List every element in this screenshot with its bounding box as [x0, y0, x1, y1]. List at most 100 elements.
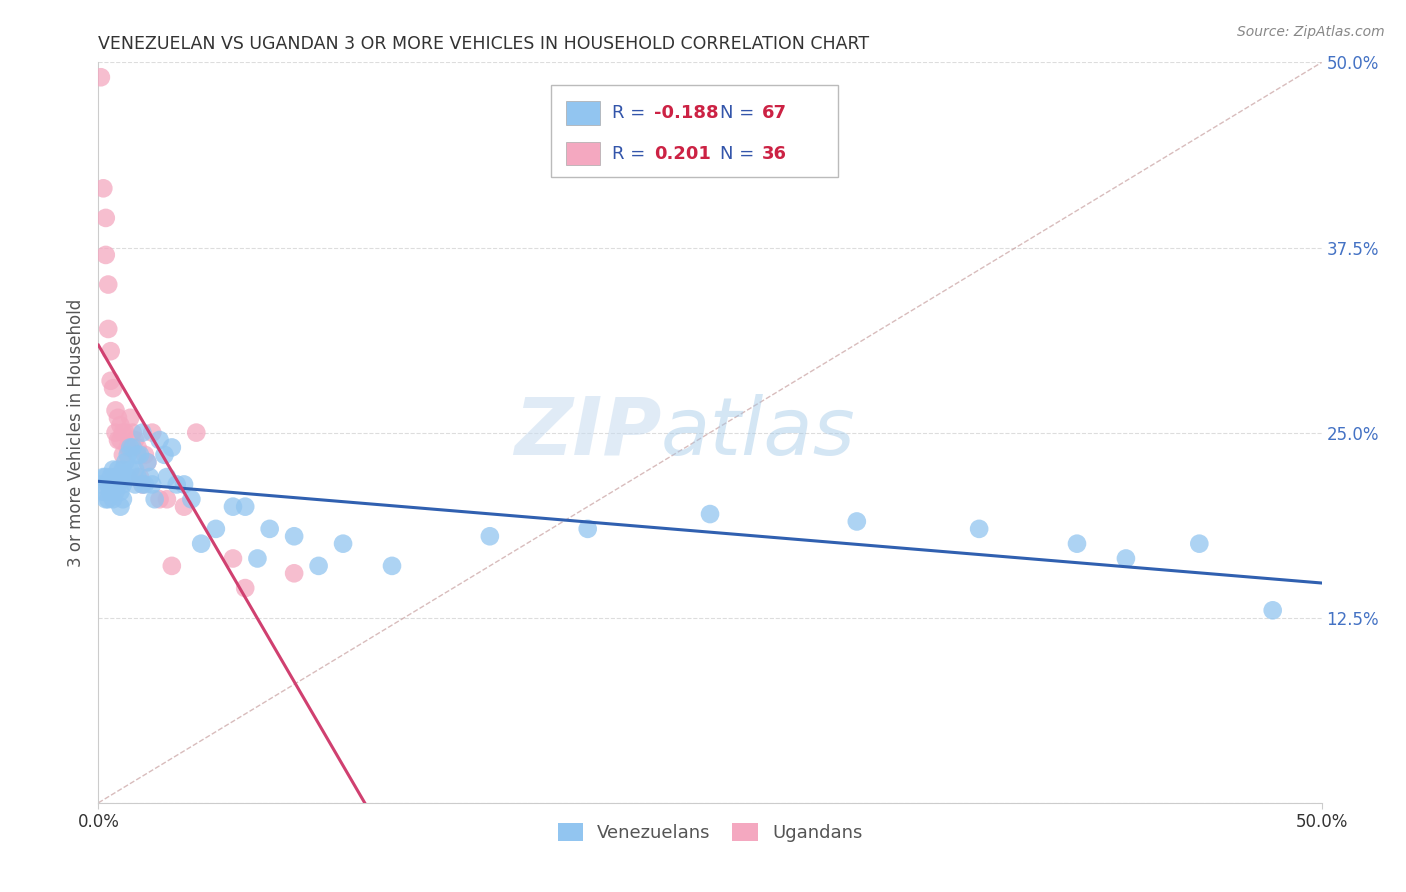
Point [1115, 551, 1137, 566]
Point [100, 470, 122, 484]
Point [107, 477, 129, 491]
Point [100, 484, 122, 499]
Point [100, 344, 122, 359]
Point [101, 462, 124, 476]
Point [131, 477, 153, 491]
Y-axis label: 3 or more Vehicles in Household: 3 or more Vehicles in Household [67, 299, 86, 566]
Point [967, 522, 990, 536]
Point [246, 551, 269, 566]
Point [94, 248, 117, 262]
Point [308, 558, 330, 573]
Point [149, 492, 172, 507]
Point [94, 492, 117, 507]
Point [1066, 536, 1088, 550]
Point [91, 484, 114, 499]
Point [117, 441, 139, 455]
Point [90, 477, 112, 491]
Point [186, 425, 208, 440]
Point [120, 410, 142, 425]
Point [190, 536, 212, 550]
Point [283, 566, 305, 581]
Point [1261, 603, 1284, 617]
Point [94, 470, 117, 484]
Point [110, 500, 132, 514]
Point [110, 418, 132, 433]
Bar [551, 85, 838, 178]
Point [233, 500, 256, 514]
Point [222, 500, 245, 514]
Point [111, 448, 134, 462]
Point [160, 441, 183, 455]
Point [117, 448, 139, 462]
Point [114, 455, 136, 469]
Point [121, 441, 143, 455]
Point [97, 477, 120, 491]
Bar [565, 101, 600, 125]
Point [104, 484, 127, 499]
Point [121, 425, 143, 440]
Point [127, 448, 149, 462]
Point [131, 425, 153, 440]
Point [259, 522, 281, 536]
Point [124, 462, 146, 476]
Point [233, 581, 256, 595]
Text: atlas: atlas [661, 393, 856, 472]
Bar [565, 142, 600, 165]
Text: 67: 67 [762, 103, 786, 122]
Point [1188, 536, 1211, 550]
Text: N =: N = [720, 103, 759, 122]
Point [124, 433, 146, 447]
Text: R =: R = [612, 145, 651, 162]
Point [205, 522, 228, 536]
Point [139, 470, 162, 484]
Point [101, 492, 124, 507]
Point [149, 433, 172, 447]
Point [110, 433, 132, 447]
Point [101, 381, 124, 395]
Point [136, 455, 159, 469]
Point [332, 536, 354, 550]
Point [143, 492, 166, 507]
Point [131, 477, 153, 491]
Point [156, 492, 179, 507]
Point [117, 470, 139, 484]
Point [94, 211, 117, 225]
Point [478, 529, 501, 543]
Point [104, 403, 127, 417]
Point [111, 425, 134, 440]
Text: Source: ZipAtlas.com: Source: ZipAtlas.com [1237, 25, 1385, 39]
Text: R =: R = [612, 103, 651, 122]
Point [97, 277, 120, 292]
Point [173, 500, 195, 514]
Point [129, 448, 152, 462]
Point [134, 477, 156, 491]
Point [141, 477, 163, 491]
Point [91, 470, 114, 484]
Point [153, 448, 176, 462]
Point [111, 462, 134, 476]
Legend: Venezuelans, Ugandans: Venezuelans, Ugandans [550, 816, 870, 849]
Point [110, 470, 132, 484]
Point [91, 181, 114, 195]
Point [101, 477, 124, 491]
Point [127, 441, 149, 455]
Point [111, 477, 134, 491]
Point [173, 477, 195, 491]
Point [124, 477, 146, 491]
Point [283, 529, 305, 543]
Text: 36: 36 [762, 145, 786, 162]
Text: N =: N = [720, 145, 759, 162]
Point [120, 441, 142, 455]
Point [114, 470, 136, 484]
Point [845, 515, 868, 529]
Point [129, 470, 152, 484]
Point [576, 522, 599, 536]
Text: 0.201: 0.201 [654, 145, 710, 162]
Point [120, 462, 142, 476]
Point [156, 470, 179, 484]
Point [166, 477, 188, 491]
Point [114, 425, 136, 440]
Point [107, 433, 129, 447]
Point [97, 322, 120, 336]
Point [111, 492, 134, 507]
